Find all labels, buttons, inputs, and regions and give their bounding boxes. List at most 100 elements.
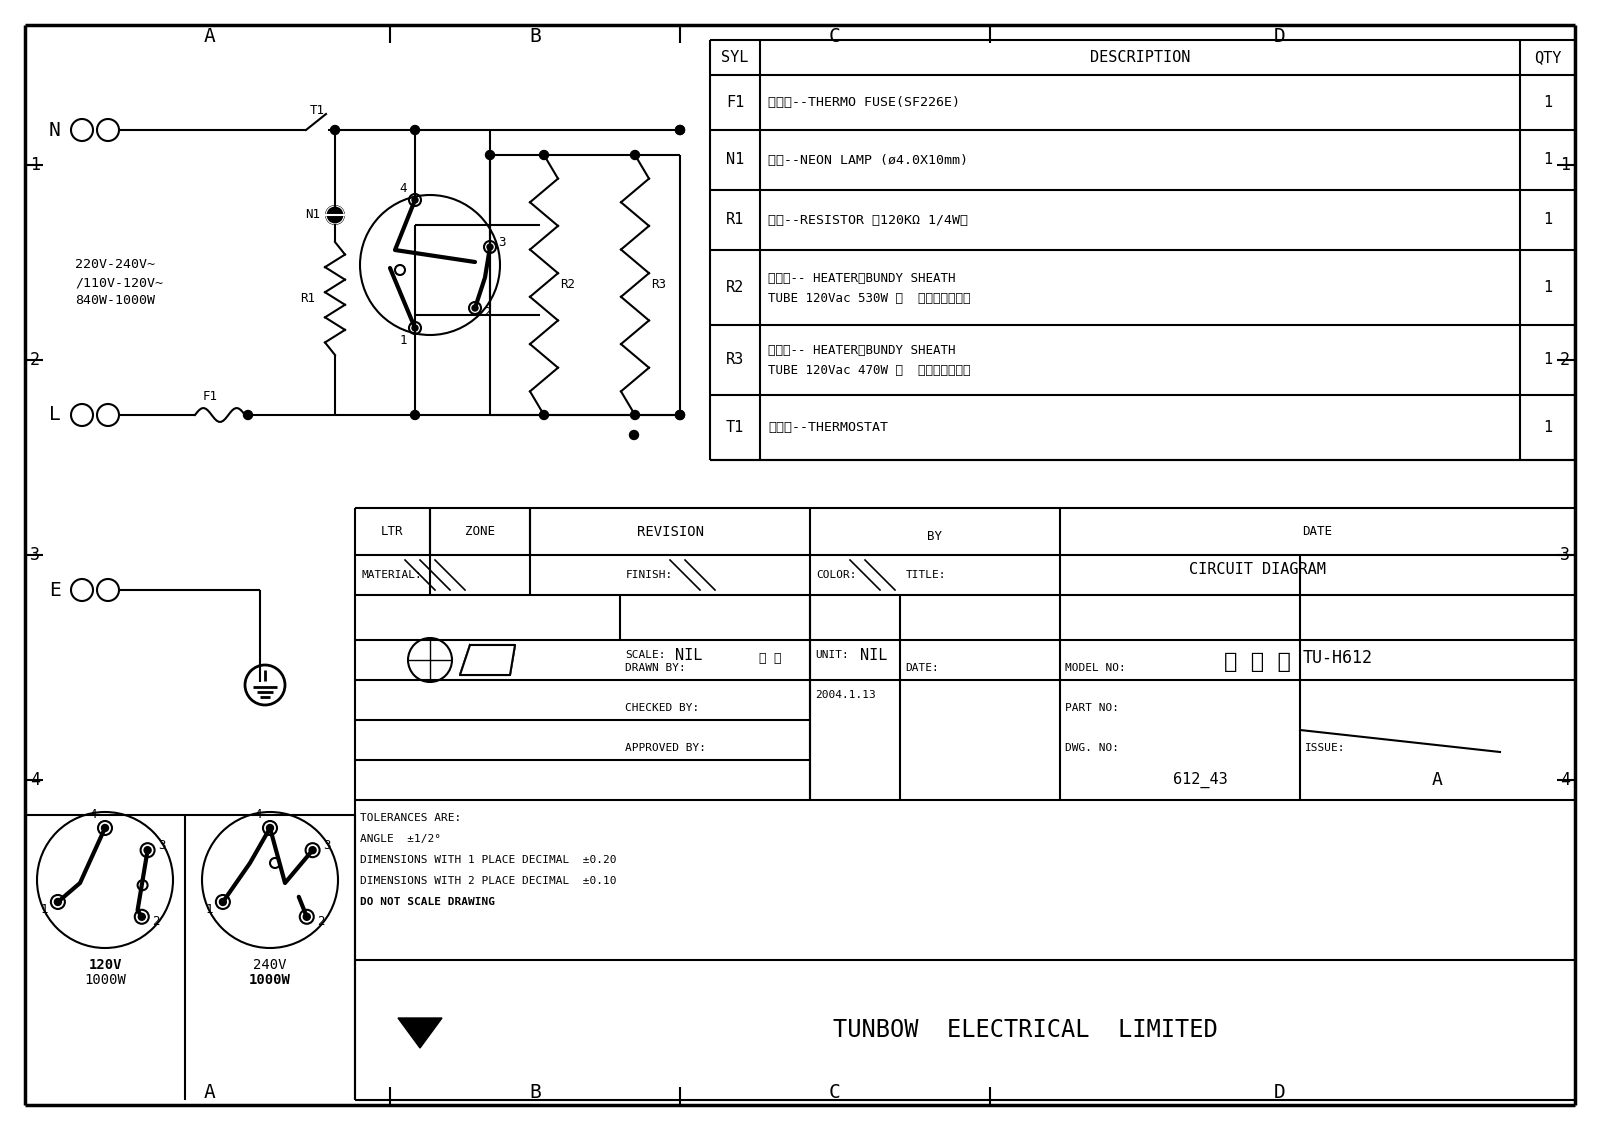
Text: TUBE 120Vac 470W ）  （內側發熱管）: TUBE 120Vac 470W ） （內側發熱管） [768,364,971,378]
Circle shape [101,824,109,831]
Text: MODEL NO:: MODEL NO: [1066,663,1126,673]
Text: T1: T1 [310,104,325,116]
Circle shape [411,411,419,420]
Circle shape [243,411,253,420]
Text: MATERIAL:: MATERIAL: [362,570,422,580]
Text: /110V-120V~: /110V-120V~ [75,276,163,290]
Text: 4: 4 [254,808,262,820]
Text: 4: 4 [1560,771,1570,789]
Text: TITLE:: TITLE: [906,570,947,580]
Text: 電阻--RESISTOR （120KΩ 1/4W）: 電阻--RESISTOR （120KΩ 1/4W） [768,214,968,226]
Circle shape [630,150,640,159]
Text: F1: F1 [203,390,218,404]
Circle shape [485,150,494,159]
Text: SYL: SYL [722,50,749,64]
Circle shape [675,411,685,420]
Text: 4: 4 [400,181,406,195]
Text: 1000W: 1000W [250,973,291,987]
Text: 3: 3 [323,839,330,852]
Text: 發熱管-- HEATER（BUNDY SHEATH: 發熱管-- HEATER（BUNDY SHEATH [768,345,955,357]
Text: 1: 1 [40,904,48,916]
Text: 220V-240V~: 220V-240V~ [75,259,155,271]
Text: A: A [1432,771,1443,789]
Circle shape [413,197,418,202]
Text: QTY: QTY [1534,50,1562,64]
Text: 1: 1 [205,904,213,916]
Text: 240V: 240V [253,958,286,972]
Text: 120V: 120V [88,958,122,972]
Text: D: D [1274,1083,1286,1103]
Text: 1: 1 [1560,156,1570,174]
Circle shape [309,847,317,854]
Text: ZONE: ZONE [466,525,494,538]
Text: ISSUE:: ISSUE: [1306,743,1346,753]
Text: 線 路 圖: 線 路 圖 [1224,651,1291,672]
Text: 1: 1 [1542,213,1552,227]
Text: DIMENSIONS WITH 1 PLACE DECIMAL  ±0.20: DIMENSIONS WITH 1 PLACE DECIMAL ±0.20 [360,855,616,865]
Circle shape [675,126,685,135]
Text: APPROVED BY:: APPROVED BY: [626,743,706,753]
Text: R1: R1 [301,292,315,304]
Text: COLOR:: COLOR: [816,570,856,580]
Text: DATE: DATE [1302,525,1333,538]
Text: 2: 2 [1560,351,1570,369]
Text: 2004.1.13: 2004.1.13 [814,690,875,700]
Text: L: L [50,406,61,424]
Text: R3: R3 [726,353,744,368]
Text: ANGLE  ±1/2°: ANGLE ±1/2° [360,834,442,844]
Text: B: B [530,27,541,46]
Text: 1: 1 [1542,420,1552,435]
Text: N1: N1 [726,153,744,167]
Text: 840W-1000W: 840W-1000W [75,294,155,308]
Text: DWG. NO:: DWG. NO: [1066,743,1118,753]
Text: DATE:: DATE: [906,663,939,673]
Text: C: C [829,1083,842,1103]
Polygon shape [398,1018,442,1048]
Text: 1: 1 [1542,280,1552,295]
Text: D: D [1274,27,1286,46]
Text: 3: 3 [498,235,506,249]
Circle shape [138,913,146,921]
Circle shape [675,126,685,135]
Text: 3: 3 [158,839,165,852]
Text: R3: R3 [651,278,666,292]
Text: PART NO:: PART NO: [1066,703,1118,713]
Text: 陳 勇: 陳 勇 [758,651,781,665]
Circle shape [630,411,640,420]
Text: 2: 2 [30,351,40,369]
Circle shape [411,126,419,135]
Circle shape [54,898,61,906]
Text: CIRCUIT DIAGRAM: CIRCUIT DIAGRAM [1189,561,1326,577]
Text: DESCRIPTION: DESCRIPTION [1090,50,1190,64]
Text: DRAWN BY:: DRAWN BY: [626,663,686,673]
Text: NIL: NIL [861,648,888,663]
Text: R2: R2 [560,278,574,292]
Text: 1: 1 [1542,153,1552,167]
Text: DO NOT SCALE DRAWING: DO NOT SCALE DRAWING [360,897,494,907]
Text: N: N [50,121,61,139]
Text: 1: 1 [400,334,406,346]
Text: CHECKED BY:: CHECKED BY: [626,703,699,713]
Text: 2: 2 [483,307,491,319]
Text: 3: 3 [30,546,40,564]
Text: A: A [205,1083,216,1103]
Text: FINISH:: FINISH: [626,570,674,580]
Text: C: C [829,27,842,46]
Text: 1: 1 [30,156,40,174]
Text: 612_43: 612_43 [1173,771,1227,788]
Circle shape [267,824,274,831]
Text: 3: 3 [1560,546,1570,564]
Circle shape [675,411,685,420]
Text: 2: 2 [317,915,325,929]
Polygon shape [461,645,515,675]
Text: DIMENSIONS WITH 2 PLACE DECIMAL  ±0.10: DIMENSIONS WITH 2 PLACE DECIMAL ±0.10 [360,877,616,886]
Circle shape [304,913,310,921]
Circle shape [486,244,493,250]
Text: BY: BY [928,530,942,543]
Text: REVISION: REVISION [637,525,704,538]
Text: 4: 4 [90,808,96,820]
Text: A: A [205,27,216,46]
Text: N1: N1 [306,208,320,222]
Text: B: B [530,1083,541,1103]
Circle shape [629,431,638,440]
